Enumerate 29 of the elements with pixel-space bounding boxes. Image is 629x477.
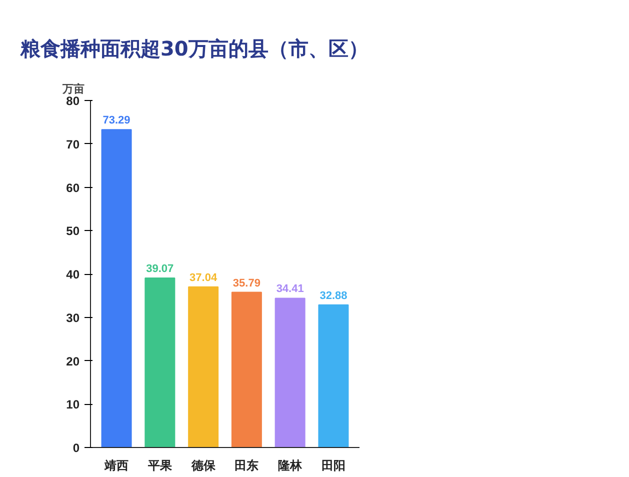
bar <box>188 286 219 448</box>
bar <box>144 278 176 448</box>
y-tick-label: 60 <box>66 180 80 195</box>
y-axis-title: 万亩 <box>62 82 84 96</box>
x-tick-label: 隆林 <box>278 458 304 472</box>
x-tick-label: 田东 <box>234 458 259 472</box>
y-tick-label: 20 <box>66 354 80 368</box>
y-tick-label: 0 <box>72 441 80 455</box>
bar <box>274 298 306 448</box>
chart-title: 粮食播种面积超30万亩的县（市、区） <box>20 36 368 60</box>
data-label: 34.41 <box>276 283 304 296</box>
x-tick-label: 靖西 <box>104 458 129 472</box>
data-label: 37.04 <box>190 272 218 284</box>
y-tick-label: 40 <box>66 268 80 282</box>
x-tick-label: 田阳 <box>321 458 346 472</box>
y-tick-label: 80 <box>66 94 80 108</box>
y-tick-label: 70 <box>66 137 80 152</box>
bar <box>231 292 262 448</box>
y-tick-label: 10 <box>66 398 80 412</box>
bar <box>101 129 132 448</box>
bar <box>318 304 349 448</box>
y-tick-label: 50 <box>66 224 80 238</box>
x-tick-label: 平果 <box>146 458 173 472</box>
data-label: 73.29 <box>102 114 130 127</box>
y-tick-label: 30 <box>66 310 80 325</box>
data-label: 32.88 <box>320 290 348 302</box>
data-label: 35.79 <box>232 277 260 290</box>
x-tick-label: 德保 <box>190 458 216 472</box>
data-label: 39.07 <box>146 263 174 276</box>
